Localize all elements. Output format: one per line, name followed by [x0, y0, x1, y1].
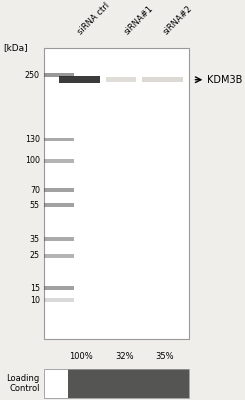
- Text: 15: 15: [30, 284, 40, 292]
- Text: 100%: 100%: [70, 352, 93, 361]
- Bar: [44, 204, 74, 207]
- Text: [kDa]: [kDa]: [3, 43, 28, 52]
- Text: 70: 70: [30, 186, 40, 194]
- Text: Loading
Control: Loading Control: [7, 374, 40, 394]
- Text: 25: 25: [30, 251, 40, 260]
- Text: KDM3B: KDM3B: [208, 75, 243, 85]
- Text: siRNA ctrl: siRNA ctrl: [76, 1, 111, 37]
- Text: 32%: 32%: [115, 352, 134, 361]
- Bar: [44, 237, 74, 241]
- Text: 55: 55: [30, 201, 40, 210]
- Bar: [44, 48, 189, 338]
- Text: 100: 100: [25, 156, 40, 166]
- Bar: [142, 77, 183, 82]
- Bar: [44, 298, 74, 302]
- Bar: [44, 159, 74, 163]
- Bar: [68, 369, 189, 398]
- Bar: [106, 77, 136, 82]
- Text: siRNA#1: siRNA#1: [123, 4, 156, 37]
- Bar: [44, 286, 74, 290]
- Text: 250: 250: [25, 71, 40, 80]
- Text: 35%: 35%: [155, 352, 174, 361]
- Bar: [44, 138, 74, 141]
- Text: 35: 35: [30, 234, 40, 244]
- Bar: [59, 76, 100, 83]
- Bar: [44, 369, 189, 398]
- Bar: [44, 254, 74, 258]
- Text: siRNA#2: siRNA#2: [161, 4, 194, 37]
- Bar: [44, 188, 74, 192]
- Bar: [44, 369, 68, 398]
- Text: 130: 130: [25, 135, 40, 144]
- Text: 10: 10: [30, 296, 40, 305]
- Bar: [44, 73, 74, 77]
